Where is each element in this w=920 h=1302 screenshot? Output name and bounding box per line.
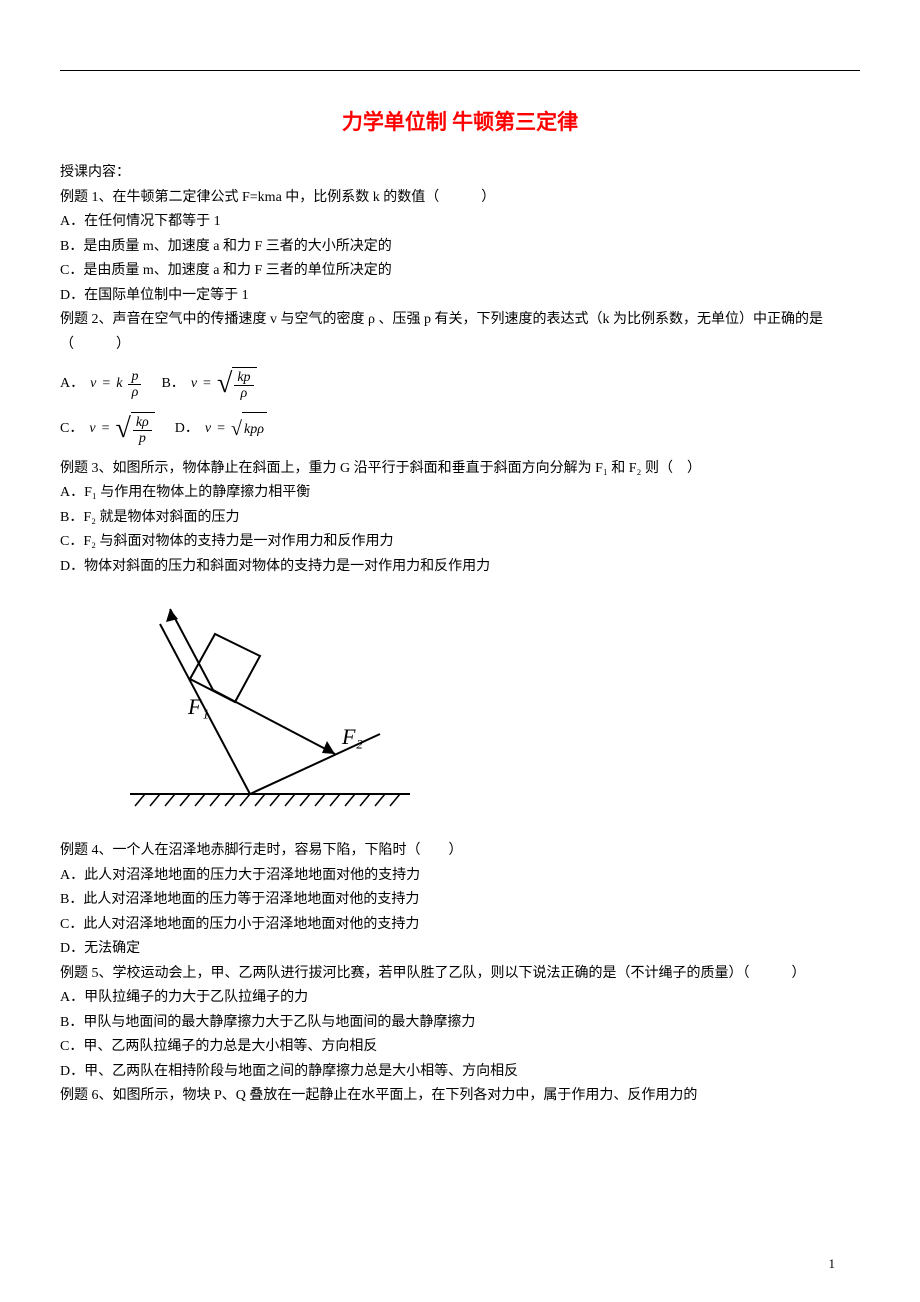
fraction: p ρ <box>128 369 141 401</box>
sqrt-content: kp ρ <box>232 367 256 402</box>
f1-label: F₁ <box>187 694 209 719</box>
q5-option-d: D．甲、乙两队在相持阶段与地面之间的静摩擦力总是大小相等、方向相反 <box>60 1060 860 1085</box>
q1-option-b: B．是由质量 m、加速度 a 和力 F 三者的大小所决定的 <box>60 235 860 260</box>
sqrt-icon: √ <box>231 412 242 446</box>
q3-option-a: A．F₁ 与作用在物体上的静摩擦力相平衡 <box>60 481 860 506</box>
denominator: p <box>136 431 149 446</box>
q4-option-c: C．此人对沼泽地地面的压力小于沼泽地地面对他的支持力 <box>60 913 860 938</box>
q2-formula-row-2: C． v = √ kρ p D． v = √ kpρ <box>60 412 860 447</box>
option-label: C． <box>60 414 83 445</box>
page-number: 1 <box>829 1256 836 1272</box>
q4-option-d: D．无法确定 <box>60 937 860 962</box>
numerator: kρ <box>133 415 152 431</box>
q1-option-d: D．在国际单位制中一定等于 1 <box>60 284 860 309</box>
q2-stem: 例题 2、声音在空气中的传播速度 v 与空气的密度 ρ 、压强 p 有关，下列速… <box>60 308 860 357</box>
q3-stem: 例题 3、如图所示，物体静止在斜面上，重力 G 沿平行于斜面和垂直于斜面方向分解… <box>60 457 860 482</box>
sqrt: √ kρ p <box>115 412 154 447</box>
diagram-svg: F₁ F₂ <box>120 594 430 819</box>
q3-option-c: C．F₂ 与斜面对物体的支持力是一对作用力和反作用力 <box>60 530 860 555</box>
var-k: k <box>116 369 122 400</box>
numerator: p <box>128 369 141 385</box>
inclined-plane-diagram: F₁ F₂ <box>120 594 860 824</box>
q4-stem: 例题 4、一个人在沼泽地赤脚行走时，容易下陷，下陷时（ ） <box>60 839 860 864</box>
option-label: A． <box>60 369 84 400</box>
q1-stem: 例题 1、在牛顿第二定律公式 F=kma 中，比例系数 k 的数值（ ） <box>60 186 860 211</box>
q2-option-c: C． v = √ kρ p <box>60 412 155 447</box>
ground-hatching <box>135 794 400 806</box>
option-label: D． <box>175 414 199 445</box>
equals: = <box>102 369 110 400</box>
q3-option-d: D．物体对斜面的压力和斜面对物体的支持力是一对作用力和反作用力 <box>60 555 860 580</box>
sqrt-icon: √ <box>115 412 130 447</box>
equals: = <box>102 414 110 445</box>
q2-option-b: B． v = √ kp ρ <box>161 367 256 402</box>
denominator: ρ <box>238 386 251 401</box>
q5-option-c: C．甲、乙两队拉绳子的力总是大小相等、方向相反 <box>60 1035 860 1060</box>
var-v: v <box>205 414 211 445</box>
equals: = <box>217 414 225 445</box>
q2-formula-row-1: A． v = k p ρ B． v = √ kp ρ <box>60 367 860 402</box>
sqrt: √ kpρ <box>231 412 267 446</box>
q1-option-c: C．是由质量 m、加速度 a 和力 F 三者的单位所决定的 <box>60 259 860 284</box>
divider-line <box>60 70 860 71</box>
q5-option-a: A．甲队拉绳子的力大于乙队拉绳子的力 <box>60 986 860 1011</box>
section-label: 授课内容： <box>60 161 860 186</box>
sqrt: √ kp ρ <box>217 367 257 402</box>
q5-stem: 例题 5、学校运动会上，甲、乙两队进行拔河比赛，若甲队胜了乙队，则以下说法正确的… <box>60 962 860 987</box>
numerator: kp <box>234 370 253 386</box>
q4-option-b: B．此人对沼泽地地面的压力等于沼泽地地面对他的支持力 <box>60 888 860 913</box>
sqrt-icon: √ <box>217 367 232 402</box>
option-label: B． <box>161 369 184 400</box>
var-v: v <box>89 414 95 445</box>
q2-option-a: A． v = k p ρ <box>60 369 141 401</box>
q2-option-d: D． v = √ kpρ <box>175 412 267 446</box>
q5-option-b: B．甲队与地面间的最大静摩擦力大于乙队与地面间的最大静摩擦力 <box>60 1011 860 1036</box>
sqrt-content: kpρ <box>242 412 267 446</box>
f2-vector <box>213 690 335 754</box>
var-kprho: kpρ <box>244 415 264 446</box>
equals: = <box>203 369 211 400</box>
sqrt-content: kρ p <box>131 412 155 447</box>
q4-option-a: A．此人对沼泽地地面的压力大于沼泽地地面对他的支持力 <box>60 864 860 889</box>
var-v: v <box>191 369 197 400</box>
q1-option-a: A．在任何情况下都等于 1 <box>60 210 860 235</box>
q3-option-b: B．F₂ 就是物体对斜面的压力 <box>60 506 860 531</box>
document-title: 力学单位制 牛顿第三定律 <box>60 106 860 136</box>
denominator: ρ <box>129 385 142 400</box>
f2-label: F₂ <box>341 724 363 749</box>
q6-stem: 例题 6、如图所示，物块 P、Q 叠放在一起静止在水平面上，在下列各对力中，属于… <box>60 1084 860 1109</box>
var-v: v <box>90 369 96 400</box>
